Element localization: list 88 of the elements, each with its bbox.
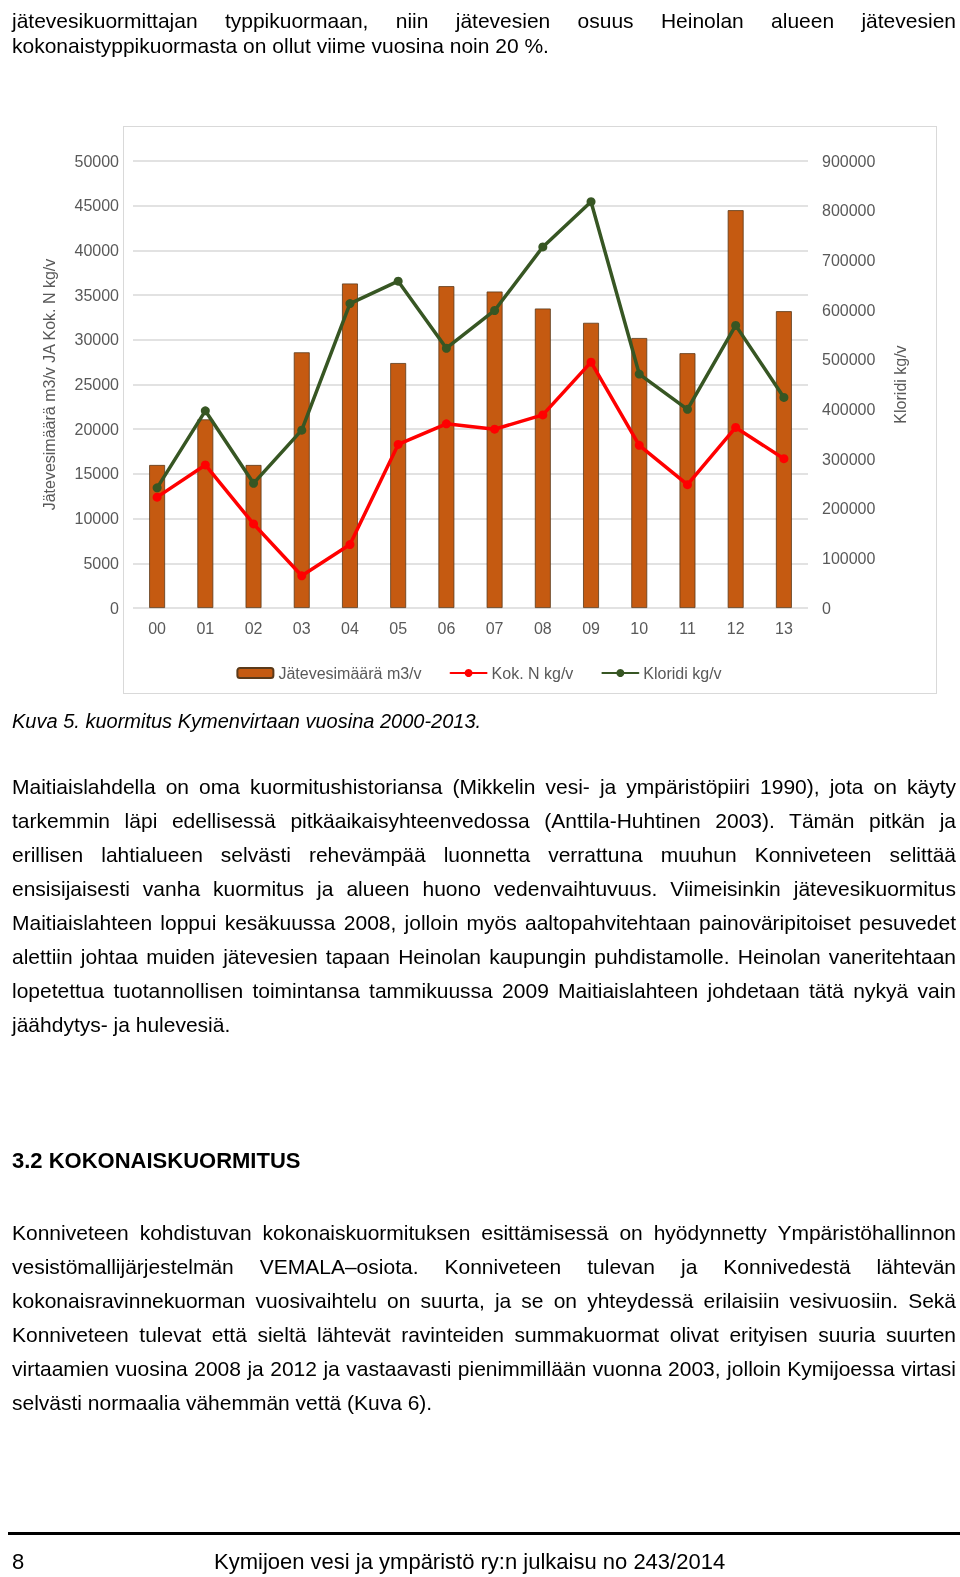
point [345,540,355,550]
text: 8 [12,1549,25,1574]
x-tick-label: 04 [341,619,359,637]
bar [486,291,503,608]
point [779,392,789,402]
y-tick-label: 35000 [74,286,120,304]
x-tick-label: 13 [774,619,793,637]
y2-tick-label: 600000 [822,301,876,319]
x-tick-label: 12 [726,619,745,637]
y2-tick-label: 500000 [822,351,876,369]
point [249,519,259,529]
point [393,276,403,286]
bar [342,283,358,608]
x-tick-label: 06 [437,619,456,637]
y2-tick-label: 800000 [822,202,876,220]
point [441,419,451,429]
y2-tick-label: 300000 [822,450,876,468]
point [249,478,259,488]
x-tick-label: 02 [244,619,263,637]
point [779,454,789,464]
text: Konniveteen kohdistuvan kokonaiskuormituksen esittämisessä on hyödynnetty Ympäristöhallinnon vesistömallijärjestelmän VEMALA–osiota. Konniveteen tulevan ja Konnivedestä lähtevän kokonaisravinnekuorman vuosivaihtelu on suurta, ja se on yhteydessä erilaisiin vesivuosiin. Sekä Konniveteen tulevat että sieltä lähtevät ravinteiden summakuormat olivat erityisen suuria suurten virtaamien vuosina 2008 ja 2012 ja vastaavasti pienimmillään vuonna 2003, jolloin Kymijoessa virtasi selvästi normaalia vähemmän vettä (Kuva 6). [12,1220,956,1416]
x-tick-label: 00 [148,619,167,637]
point [586,357,596,367]
point [490,306,500,315]
point [345,299,355,309]
bar [390,363,407,608]
point [682,480,692,490]
y-tick-label: 45000 [74,197,120,215]
text: Kymijoen vesi ja ympäristö ry:n julkaisu no 243/2014 [214,1549,727,1575]
y-tick-label: 10000 [74,510,120,528]
y2-tick-label: 900000 [822,152,876,170]
text: 3.2 KOKONAISKUORMITUS [12,1148,302,1174]
bar [631,338,648,608]
point [152,492,162,502]
x-tick-label: 01 [196,619,215,637]
bar [679,353,696,608]
y-axis-title: Jätevesimäärä m3/v JA Kok. N kg/v [40,258,58,511]
legend-label: Jätevesimäärä m3/v [278,664,422,682]
point [538,410,548,420]
point [586,197,596,207]
bar [197,419,214,608]
x-tick-label: 08 [533,619,552,637]
point [152,483,162,493]
y-tick-label: 20000 [74,420,120,438]
point [634,440,644,450]
legend-label: Kok. N kg/v [491,664,574,682]
bar [727,210,744,608]
y-tick-label: 50000 [74,152,120,170]
y2-axis-title: Kloridi kg/v [891,345,909,424]
y-tick-label: 40000 [74,241,120,259]
point [200,460,210,470]
point [538,242,548,252]
point [297,571,307,581]
text: Kuva 5. kuormitus Kymenvirtaan vuosina 2000-2013. [12,710,483,733]
y-tick-label: 5000 [83,554,120,572]
x-tick-label: 09 [582,619,601,637]
text: Maitiaislahdella on oma kuormitushistoriansa (Mikkelin vesi- ja ympäristöpiiri 1990), jota on käyty tarkemmin läpi edellisessä pitkäaikaisyhteenvedossa (Anttila-Huhtinen 2003). Tämän pitkän ja erillisen lahtialueen selvästi rehevämpää luonnetta verrattuna muuhun Konniveteen selittää ensisijaisesti vanha kuormitus ja alueen huono vedenvaihtuvuus. Viimeisinkin jätevesikuormitus Maitiaislahteen loppui kesäkuussa 2008, jolloin myös aaltopahvitehtaan painoväripitoiset pesuvedet alettiin johtaa muiden jätevesien tapaan Heinolan kaupungin puhdistamolle. Heinolan vaneritehtaan lopetettua tuotannollisen toimintansa tammikuussa 2009 Maitiaislahteen johdetaan tätä nykyä vain jäähdytys- ja hulevesiä. [12,774,956,1038]
text: jätevesikuormittajan typpikuormaan, niin jätevesien osuus Heinolan alueen jätevesien kokonaistyppikuormasta on ollut viime vuosina noin 20 %. [12,8,956,58]
legend-label: Kloridi kg/v [643,664,722,682]
x-tick-label: 10 [630,619,649,637]
y2-tick-label: 700000 [822,251,876,269]
x-tick-label: 07 [485,619,504,637]
point [441,343,451,353]
y2-tick-label: 100000 [822,549,876,567]
y-tick-label: 25000 [74,376,120,393]
point [393,439,403,449]
y2-tick-label: 400000 [822,400,876,418]
y-tick-label: 30000 [74,331,120,349]
bar [149,464,166,608]
bar [534,308,551,608]
y2-tick-label: 0 [822,599,831,617]
x-tick-label: 03 [292,619,311,637]
bar [583,322,599,608]
bar [438,286,455,608]
point [731,422,741,432]
bar [293,352,310,608]
point [200,406,210,416]
point [731,320,741,330]
y2-tick-label: 200000 [822,500,876,518]
x-tick-label: 11 [679,619,696,637]
point [490,424,500,434]
x-tick-label: 05 [389,619,408,637]
bar [775,311,792,608]
point [682,404,692,414]
y-tick-label: 15000 [74,465,120,483]
point [297,425,307,435]
y-tick-label: 0 [110,599,120,617]
point [634,369,644,379]
